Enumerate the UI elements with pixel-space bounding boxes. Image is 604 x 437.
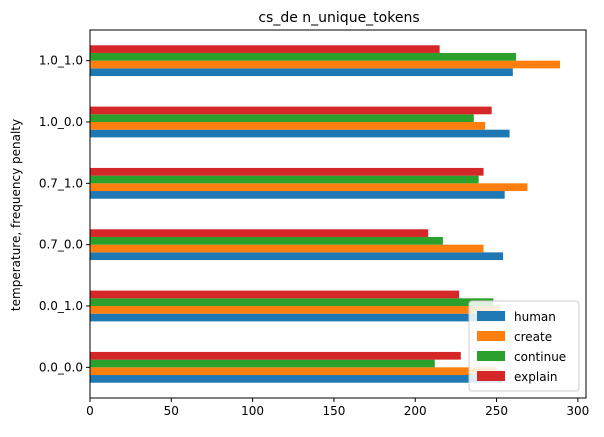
bar-continue-0.7_1.0 [90,175,479,184]
bar-continue-0.0_0.0 [90,359,435,368]
x-tick-label: 150 [322,404,345,418]
bar-create-0.7_1.0 [90,183,528,192]
legend-label-human: human [514,310,556,324]
bar-continue-1.0_1.0 [90,52,517,61]
bar-human-0.7_0.0 [90,252,504,261]
legend-label-create: create [514,330,552,344]
x-tick-label: 200 [404,404,427,418]
legend-label-continue: continue [514,350,566,364]
bar-human-1.0_1.0 [90,68,513,77]
y-tick-label: 0.0_1.0 [39,299,83,313]
bar-human-0.7_1.0 [90,191,505,199]
y-tick-label: 0.7_0.0 [39,238,83,252]
plot-frame [89,29,587,399]
bar-explain-0.7_0.0 [90,229,429,237]
bar-continue-0.7_0.0 [90,236,443,245]
bar-create-0.7_0.0 [90,244,484,253]
bar-create-1.0_0.0 [90,122,486,130]
y-axis-label: temperature, frequency penalty [9,119,23,311]
y-tick-label: 1.0_0.0 [39,115,83,129]
legend-swatch-explain [477,371,505,381]
y-tick-label: 0.7_1.0 [39,176,83,190]
bar-human-0.0_0.0 [90,375,504,383]
bar-explain-1.0_1.0 [90,45,440,53]
x-tick-label: 100 [241,404,264,418]
legend: human create continue explain [468,300,580,392]
bar-human-0.0_1.0 [90,313,504,322]
x-tick-label: 300 [566,404,589,418]
bar-explain-0.0_0.0 [90,351,461,360]
legend-swatch-create [477,331,505,341]
bar-create-0.0_1.0 [90,306,500,314]
bar-continue-1.0_0.0 [90,114,474,122]
bar-continue-0.0_1.0 [90,298,494,306]
bars-group [90,45,560,383]
legend-label-explain: explain [514,370,558,384]
bar-explain-1.0_0.0 [90,106,492,115]
bar-human-1.0_0.0 [90,129,510,138]
bar-explain-0.7_1.0 [90,167,484,176]
y-tick-label: 0.0_0.0 [39,360,83,374]
bar-create-0.0_0.0 [90,367,497,376]
bar-explain-0.0_1.0 [90,290,460,299]
legend-swatch-continue [477,351,505,361]
x-tick-label: 50 [164,404,179,418]
legend-swatch-human [477,311,505,321]
x-tick-label: 0 [86,404,94,418]
legend-frame [468,300,580,392]
x-tick-label: 250 [485,404,508,418]
chart-title: cs_de n_unique_tokens [258,10,419,26]
y-axis: 0.0_0.0 0.0_1.0 0.7_0.0 0.7_1.0 1.0_0.0 1.0_1… [39,54,90,374]
bar-create-1.0_1.0 [90,60,560,69]
x-axis: 0 50 100 150 200 250 300 [86,398,589,418]
y-tick-label: 1.0_1.0 [39,54,83,68]
